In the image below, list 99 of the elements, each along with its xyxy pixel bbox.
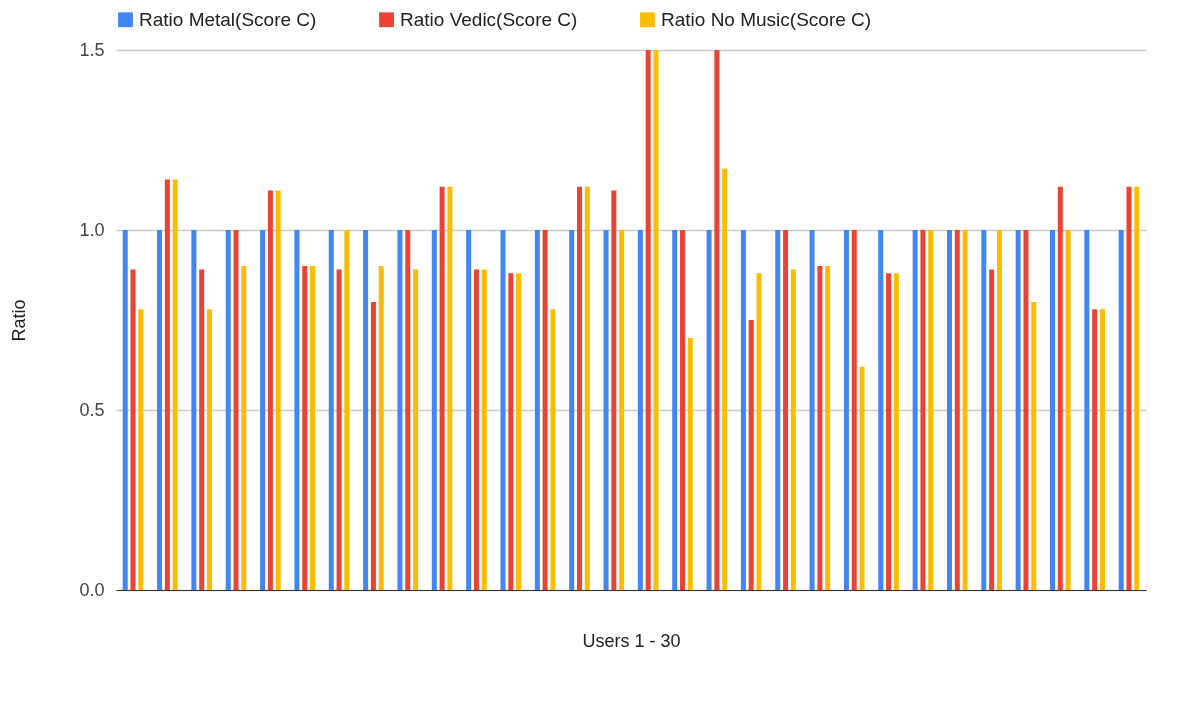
bar (920, 230, 926, 590)
bar (611, 190, 617, 590)
bar (267, 190, 273, 590)
bar (790, 269, 796, 590)
bar (1023, 230, 1029, 590)
bar (413, 269, 419, 590)
bar (569, 230, 575, 590)
bar (344, 230, 350, 590)
bar (542, 230, 548, 590)
bar (603, 230, 609, 590)
y-axis-title: Ratio (9, 299, 30, 342)
bar (1099, 309, 1105, 590)
bar (928, 230, 934, 590)
bar (1031, 302, 1037, 590)
bar (996, 230, 1002, 590)
y-tick-label: 1.0 (79, 219, 105, 240)
bar (370, 302, 376, 590)
bar (516, 273, 522, 590)
bar (1118, 230, 1124, 590)
bar (431, 230, 437, 590)
bar (473, 269, 479, 590)
bar (130, 269, 136, 590)
bar (809, 230, 815, 590)
bar (1092, 309, 1098, 590)
bar (619, 230, 625, 590)
bar (397, 230, 403, 590)
bar (851, 230, 857, 590)
bar (714, 50, 720, 590)
bar (199, 269, 205, 590)
y-tick-label: 0.5 (79, 399, 105, 420)
bar (157, 230, 163, 590)
bar (687, 338, 693, 590)
bar (164, 179, 170, 590)
bar (756, 273, 762, 590)
bar (191, 230, 197, 590)
bar (672, 230, 678, 590)
bar (740, 230, 746, 590)
bar (843, 230, 849, 590)
legend-label: Ratio Metal(Score C) (139, 8, 317, 30)
bar (722, 168, 728, 590)
bar (989, 269, 995, 590)
bar (878, 230, 884, 590)
bar (576, 186, 582, 590)
bar (378, 266, 384, 590)
bar (1015, 230, 1021, 590)
bar (981, 230, 987, 590)
bar (466, 230, 472, 590)
bar (1065, 230, 1071, 590)
bar (500, 230, 506, 590)
bar (645, 50, 651, 590)
legend-label: Ratio No Music(Score C) (661, 8, 872, 30)
bar (310, 266, 316, 590)
bar (405, 230, 411, 590)
bar (1084, 230, 1090, 590)
bar (328, 230, 334, 590)
bar (1050, 230, 1055, 590)
bar (706, 230, 712, 590)
bar (207, 309, 212, 590)
bar (447, 186, 453, 590)
bar (439, 186, 445, 590)
bar (508, 273, 514, 590)
bar (680, 230, 686, 590)
bar (817, 266, 823, 590)
bar (225, 230, 231, 590)
bar (1126, 186, 1132, 590)
bar (233, 230, 239, 590)
x-axis-title: Users 1 - 30 (582, 630, 681, 651)
bar (550, 309, 556, 590)
bar (775, 230, 781, 590)
bar (294, 230, 300, 590)
bar (241, 266, 247, 590)
bar (748, 320, 754, 590)
bar (637, 230, 643, 590)
bar (653, 50, 659, 590)
bar (912, 230, 918, 590)
bar (962, 230, 968, 590)
y-tick-label: 1.5 (79, 39, 105, 60)
bar (1057, 186, 1063, 590)
y-tick-label: 0.0 (79, 579, 105, 600)
bar (893, 273, 899, 590)
bar (172, 179, 178, 590)
bar (1134, 186, 1140, 590)
bar (825, 266, 831, 590)
bar (275, 190, 281, 590)
bar (481, 269, 487, 590)
bar (783, 230, 789, 590)
bar (122, 230, 128, 590)
bar (363, 230, 369, 590)
bar (138, 309, 144, 590)
legend-label: Ratio Vedic(Score C) (400, 8, 578, 30)
bar (946, 230, 952, 590)
bar (859, 366, 865, 590)
bar (534, 230, 540, 590)
bar (302, 266, 308, 590)
bar (260, 230, 266, 590)
bar (336, 269, 342, 590)
bar (886, 273, 892, 590)
bar (954, 230, 960, 590)
bar (584, 186, 590, 590)
